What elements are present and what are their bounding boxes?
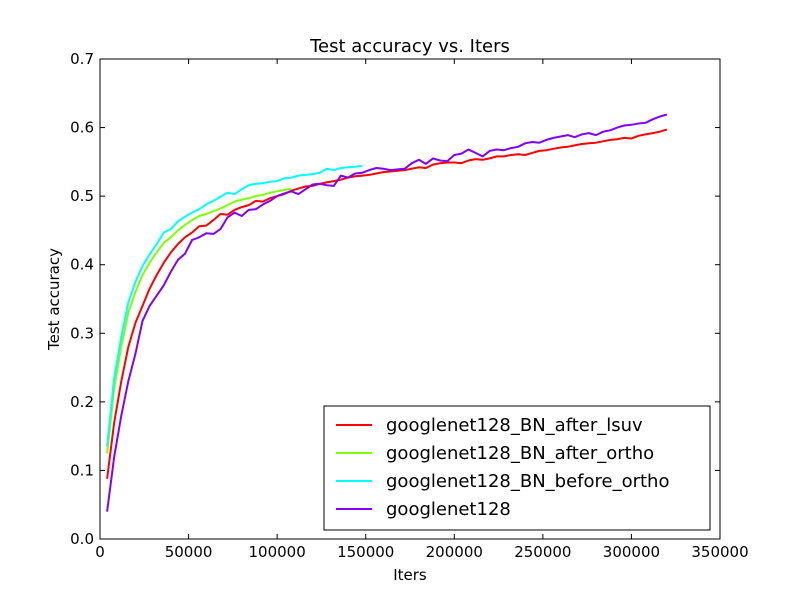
y-tick-label: 0.0 xyxy=(70,530,94,548)
legend-label: googlenet128 xyxy=(386,499,511,520)
y-tick-label: 0.4 xyxy=(70,256,94,274)
y-tick-label: 0.6 xyxy=(70,119,94,137)
x-axis-title: Iters xyxy=(393,566,427,584)
x-tick-label: 150000 xyxy=(337,543,394,561)
y-axis: 0.0 0.1 0.2 0.3 0.4 0.5 0.6 0.7 xyxy=(70,50,720,548)
x-tick-label: 300000 xyxy=(603,543,660,561)
x-tick-label: 350000 xyxy=(691,543,748,561)
series-line-2 xyxy=(106,165,363,447)
legend-label: googlenet128_BN_before_ortho xyxy=(386,471,669,492)
x-tick-label: 0 xyxy=(95,543,105,561)
y-tick-label: 0.5 xyxy=(70,187,94,205)
x-tick-label: 100000 xyxy=(249,543,306,561)
y-tick-label: 0.3 xyxy=(70,324,94,342)
series-line-3 xyxy=(106,113,668,512)
chart-title: Test accuracy vs. Iters xyxy=(309,36,510,57)
plot-frame xyxy=(99,58,721,540)
y-tick-label: 0.2 xyxy=(70,393,94,411)
series-lines xyxy=(106,113,668,512)
x-tick-label: 50000 xyxy=(165,543,213,561)
legend-label: googlenet128_BN_after_lsuv xyxy=(386,415,643,436)
legend-label: googlenet128_BN_after_ortho xyxy=(386,443,654,464)
y-tick-label: 0.1 xyxy=(70,461,94,479)
y-axis-title: Test accuracy xyxy=(45,248,63,351)
x-tick-label: 200000 xyxy=(426,543,483,561)
legend: googlenet128_BN_after_lsuv googlenet128_B… xyxy=(323,405,711,531)
x-axis: 0 50000 100000 150000 200000 250000 300000 3500… xyxy=(95,59,749,561)
legend-box xyxy=(323,405,711,531)
series-line-1 xyxy=(106,187,292,454)
x-tick-label: 250000 xyxy=(514,543,571,561)
series-line-0 xyxy=(106,128,668,479)
y-tick-label: 0.7 xyxy=(70,50,94,68)
